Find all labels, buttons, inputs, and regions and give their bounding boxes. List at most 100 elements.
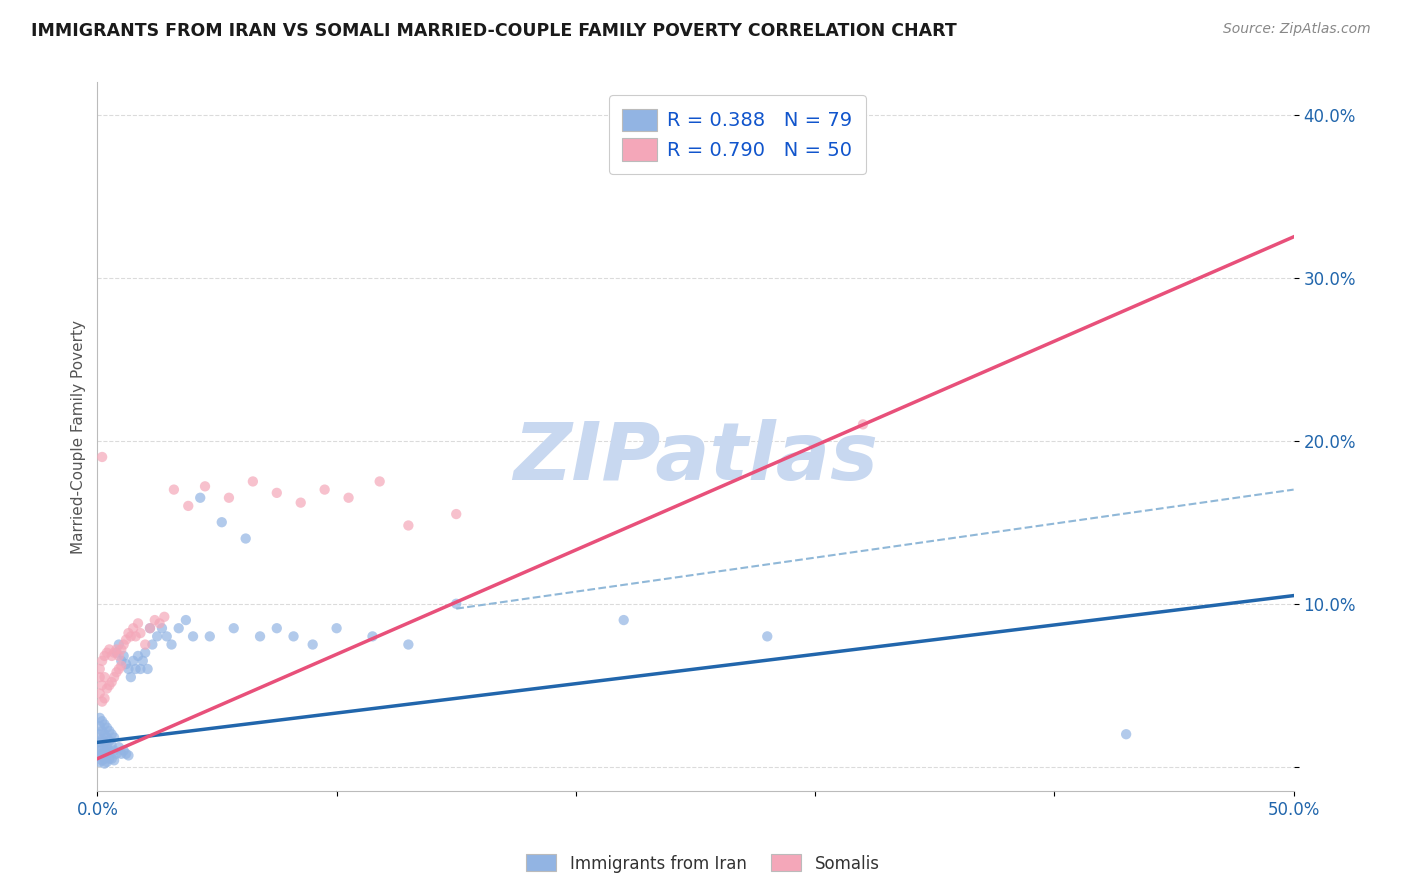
Point: [134, 646, 156, 660]
Point: [115, 657, 138, 672]
Point: [98, 733, 121, 747]
Point: [124, 662, 146, 676]
Point: [96, 721, 118, 735]
Point: [89, 711, 111, 725]
Point: [100, 739, 122, 753]
Point: [98, 642, 121, 657]
Point: [266, 621, 288, 635]
Point: [93, 670, 115, 684]
Point: [100, 727, 122, 741]
Point: [108, 638, 131, 652]
Point: [93, 735, 115, 749]
Text: Source: ZipAtlas.com: Source: ZipAtlas.com: [1223, 22, 1371, 37]
Point: [124, 629, 146, 643]
Point: [1115, 727, 1137, 741]
Point: [756, 629, 779, 643]
Point: [105, 747, 128, 761]
Point: [91, 723, 114, 738]
Point: [337, 491, 360, 505]
Point: [174, 613, 197, 627]
Point: [141, 638, 163, 652]
Legend: R = 0.388   N = 79, R = 0.790   N = 50: R = 0.388 N = 79, R = 0.790 N = 50: [609, 95, 866, 174]
Point: [96, 646, 118, 660]
Point: [103, 731, 125, 745]
Point: [96, 681, 118, 696]
Point: [96, 739, 118, 753]
Point: [98, 743, 121, 757]
Point: [136, 662, 159, 676]
Point: [96, 755, 118, 769]
Point: [89, 735, 111, 749]
Y-axis label: Married-Couple Family Poverty: Married-Couple Family Poverty: [72, 319, 86, 554]
Point: [396, 638, 419, 652]
Point: [314, 483, 336, 497]
Point: [143, 613, 166, 627]
Point: [98, 723, 121, 738]
Point: [150, 621, 173, 635]
Point: [98, 678, 121, 692]
Point: [242, 475, 264, 489]
Point: [177, 499, 200, 513]
Point: [129, 662, 152, 676]
Point: [93, 648, 115, 663]
Point: [115, 632, 138, 647]
Point: [613, 613, 636, 627]
Point: [444, 597, 467, 611]
Point: [89, 670, 111, 684]
Point: [93, 717, 115, 731]
Point: [139, 621, 162, 635]
Point: [91, 714, 114, 728]
Point: [98, 752, 121, 766]
Point: [134, 638, 156, 652]
Point: [290, 496, 312, 510]
Point: [283, 629, 305, 643]
Point: [266, 486, 288, 500]
Text: ZIPatlas: ZIPatlas: [513, 419, 877, 497]
Point: [127, 648, 149, 663]
Point: [91, 678, 114, 692]
Point: [93, 756, 115, 771]
Point: [852, 417, 875, 432]
Point: [127, 616, 149, 631]
Legend: Immigrants from Iran, Somalis: Immigrants from Iran, Somalis: [520, 847, 886, 880]
Point: [198, 629, 221, 643]
Point: [100, 752, 122, 766]
Point: [91, 450, 114, 464]
Point: [235, 532, 257, 546]
Point: [146, 629, 169, 643]
Point: [103, 646, 125, 660]
Point: [89, 748, 111, 763]
Point: [100, 675, 122, 690]
Point: [89, 727, 111, 741]
Point: [139, 621, 162, 635]
Point: [249, 629, 271, 643]
Point: [91, 747, 114, 761]
Point: [115, 747, 138, 761]
Point: [89, 743, 111, 757]
Point: [117, 626, 139, 640]
Point: [163, 483, 186, 497]
Point: [222, 621, 245, 635]
Point: [96, 731, 118, 745]
Point: [156, 629, 179, 643]
Point: [122, 654, 145, 668]
Point: [110, 747, 132, 761]
Point: [194, 479, 217, 493]
Point: [93, 752, 115, 766]
Point: [89, 686, 111, 700]
Text: IMMIGRANTS FROM IRAN VS SOMALI MARRIED-COUPLE FAMILY POVERTY CORRELATION CHART: IMMIGRANTS FROM IRAN VS SOMALI MARRIED-C…: [31, 22, 956, 40]
Point: [89, 755, 111, 769]
Point: [188, 491, 211, 505]
Point: [89, 662, 111, 676]
Point: [120, 670, 142, 684]
Point: [93, 743, 115, 757]
Point: [93, 691, 115, 706]
Point: [100, 648, 122, 663]
Point: [218, 491, 240, 505]
Point: [91, 732, 114, 747]
Point: [91, 695, 114, 709]
Point: [89, 719, 111, 733]
Point: [91, 740, 114, 755]
Point: [105, 665, 128, 680]
Point: [105, 646, 128, 660]
